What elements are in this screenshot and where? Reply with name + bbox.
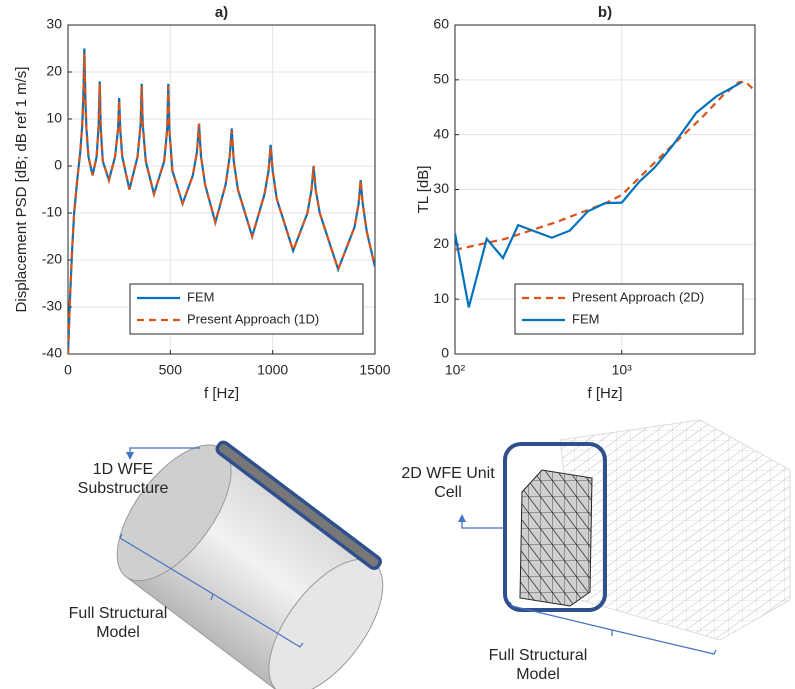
y-tick-label: -10 [42, 204, 62, 220]
x-tick-label: 10² [445, 362, 466, 378]
series-line [455, 81, 755, 249]
y-tick-label: 20 [46, 63, 62, 79]
callout-label: 2D WFE Unit Cell [398, 464, 498, 502]
y-tick-label: -30 [42, 298, 62, 314]
chart-title: a) [215, 4, 228, 21]
x-tick-label: 500 [159, 362, 183, 378]
y-tick-label: 40 [433, 125, 449, 141]
x-axis-label: f [Hz] [587, 385, 622, 402]
x-tick-label: 0 [64, 362, 72, 378]
x-tick-label: 1500 [359, 362, 390, 378]
y-tick-label: -20 [42, 251, 62, 267]
series-line [455, 83, 741, 308]
legend-label: FEM [187, 289, 214, 304]
y-tick-label: 10 [46, 110, 62, 126]
legend-label: Present Approach (2D) [572, 289, 704, 304]
y-tick-label: 30 [46, 16, 62, 32]
y-axis-label: TL [dB] [415, 166, 432, 214]
y-axis-label: Displacement PSD [dB; dB ref 1 m/s] [13, 67, 30, 313]
y-tick-label: 0 [441, 345, 449, 361]
y-tick-label: 10 [433, 290, 449, 306]
figure: -40-30-20-100102030050010001500a)f [Hz]D… [0, 0, 795, 689]
y-tick-label: 60 [433, 16, 449, 32]
y-tick-label: 30 [433, 180, 449, 196]
x-tick-label: 1000 [257, 362, 288, 378]
callout-arrow [462, 518, 505, 528]
y-tick-label: 0 [54, 157, 62, 173]
callout-label: 1D WFE Substructure [66, 460, 180, 498]
chart: -40-30-20-100102030050010001500a)f [Hz]D… [0, 0, 795, 689]
y-tick-label: 50 [433, 71, 449, 87]
legend-label: FEM [572, 311, 599, 326]
x-tick-label: 10³ [612, 362, 633, 378]
callout-arrowhead [458, 514, 466, 522]
x-axis-label: f [Hz] [204, 385, 239, 402]
legend-box [130, 284, 363, 334]
caption: Full Structural Model [468, 646, 608, 684]
legend-label: Present Approach (1D) [187, 311, 319, 326]
chart-title: b) [598, 4, 612, 21]
y-tick-label: -40 [42, 345, 62, 361]
y-tick-label: 20 [433, 235, 449, 251]
callout-arrowhead [126, 452, 134, 460]
caption: Full Structural Model [48, 604, 188, 642]
